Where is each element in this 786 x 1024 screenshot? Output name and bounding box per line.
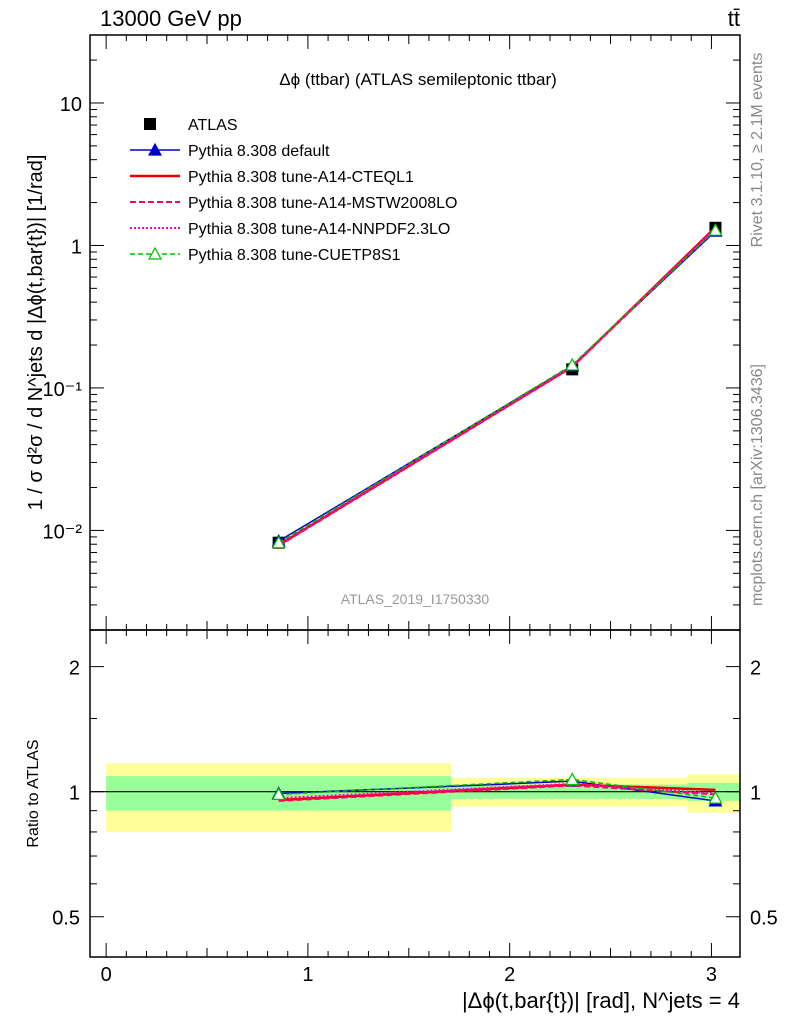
legend-label: Pythia 8.308 default: [188, 143, 330, 160]
series-marker: [565, 772, 580, 786]
series-line: [278, 230, 716, 542]
series-marker: [708, 222, 723, 236]
x-axis-label: |Δϕ(t,bar{t})| [rad], N^jets = 4: [462, 988, 740, 1013]
series-marker: [271, 787, 286, 801]
series-marker: [271, 535, 286, 549]
y-tick-label: 2: [69, 658, 80, 680]
source-label: mcplots.cern.ch [arXiv:1306.3436]: [749, 364, 766, 606]
y-tick-label: 0.5: [52, 908, 80, 930]
series-line: [278, 778, 716, 799]
ratio-frame: [89, 629, 741, 958]
legend-label: ATLAS: [188, 117, 238, 134]
y-tick-label-right: 2: [750, 658, 761, 680]
x-tick-label: 1: [302, 964, 313, 986]
series-marker: [708, 790, 723, 804]
y-tick-label: 1: [69, 783, 80, 805]
series-line: [278, 784, 716, 802]
y-tick-label: 10⁻²: [43, 521, 83, 543]
rivet-label: Rivet 3.1.10, ≥ 2.1M events: [749, 53, 766, 248]
x-tick-label: 2: [504, 964, 515, 986]
chart-title: Δϕ (ttbar) (ATLAS semileptonic ttbar): [279, 70, 557, 89]
legend-label: Pythia 8.308 tune-CUETP8S1: [188, 247, 401, 264]
energy-label: 13000 GeV pp: [100, 6, 242, 31]
process-label: tt̄: [728, 6, 740, 31]
y-tick-label: 1: [71, 236, 82, 258]
y-tick-label: 10: [60, 94, 82, 116]
ratio-panel: 0.5 0.5 1 1 2 2 0 1 2 3 Ratio to ATLAS |Δϕ(t,bar{t}…: [25, 616, 778, 1013]
x-tick-label: 0: [101, 964, 112, 986]
legend-marker: [147, 246, 163, 260]
ratio-axis-label: Ratio to ATLAS: [25, 739, 42, 847]
series-line: [278, 227, 717, 546]
legend-label: Pythia 8.308 tune-A14-CTEQL1: [188, 169, 414, 186]
series-line: [277, 226, 717, 547]
analysis-tag: ATLAS_2019_I1750330: [341, 591, 490, 607]
legend-marker: [147, 142, 163, 156]
y-tick-label-right: 1: [750, 783, 761, 805]
x-tick-label: 3: [706, 964, 717, 986]
y-tick-label-right: 0.5: [750, 908, 778, 930]
y-axis-label: 1 / σ d²σ / d N^jets d |Δϕ(t,bar{t})| [1…: [25, 155, 47, 511]
y-tick-label: 10⁻¹: [43, 379, 83, 401]
legend-label: Pythia 8.308 tune-A14-NNPDF2.3LO: [188, 221, 450, 238]
legend-label: Pythia 8.308 tune-A14-MSTW2008LO: [188, 195, 457, 212]
series-line: [278, 229, 716, 544]
main-panel: 10⁻² 10⁻¹ 1 10 1 / σ d²σ / d N^jets d |Δϕ(t,…: [25, 34, 741, 631]
series-line: [278, 228, 717, 547]
legend-marker: [144, 118, 156, 130]
series-marker: [565, 357, 580, 371]
